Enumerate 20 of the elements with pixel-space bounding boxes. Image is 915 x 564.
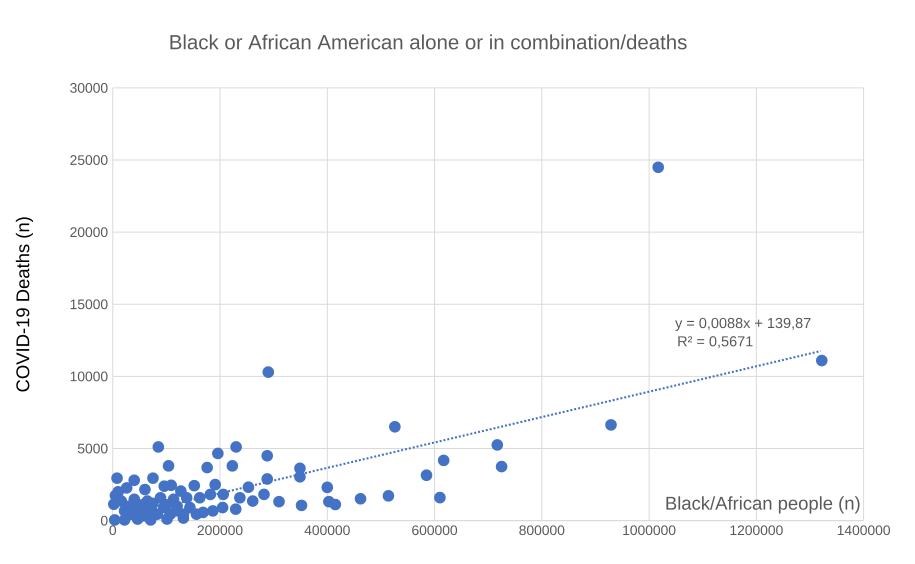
y-tick-label: 25000 [70, 155, 108, 165]
x-tick-label: 1200000 [730, 525, 783, 536]
x-tick-label: 0 [109, 525, 116, 536]
x-tick-label: 1000000 [623, 525, 676, 536]
y-tick-label: 10000 [70, 371, 108, 382]
x-tick-label: 600000 [412, 525, 458, 536]
y-tick-label: 0 [100, 516, 108, 526]
x-tick-label: 1400000 [838, 525, 890, 536]
y-axis-title: COVID-19 Deaths (n) [16, 217, 34, 392]
y-tick-label: 20000 [70, 227, 108, 238]
x-tick-label: 800000 [519, 525, 564, 536]
y-tick-label: 5000 [78, 444, 108, 454]
x-tick-label: 400000 [304, 525, 350, 536]
chart-title: Black or African American alone or in combination/deaths [170, 34, 687, 50]
x-axis-title: Black/African people (n) [666, 496, 860, 514]
annotation: R² = 0,5671 [678, 336, 753, 348]
x-tick-label: 200000 [198, 525, 243, 536]
annotation: y = 0,0088x + 139,87 [675, 318, 810, 331]
y-tick-label: 30000 [70, 82, 108, 93]
y-tick-label: 15000 [70, 299, 108, 310]
